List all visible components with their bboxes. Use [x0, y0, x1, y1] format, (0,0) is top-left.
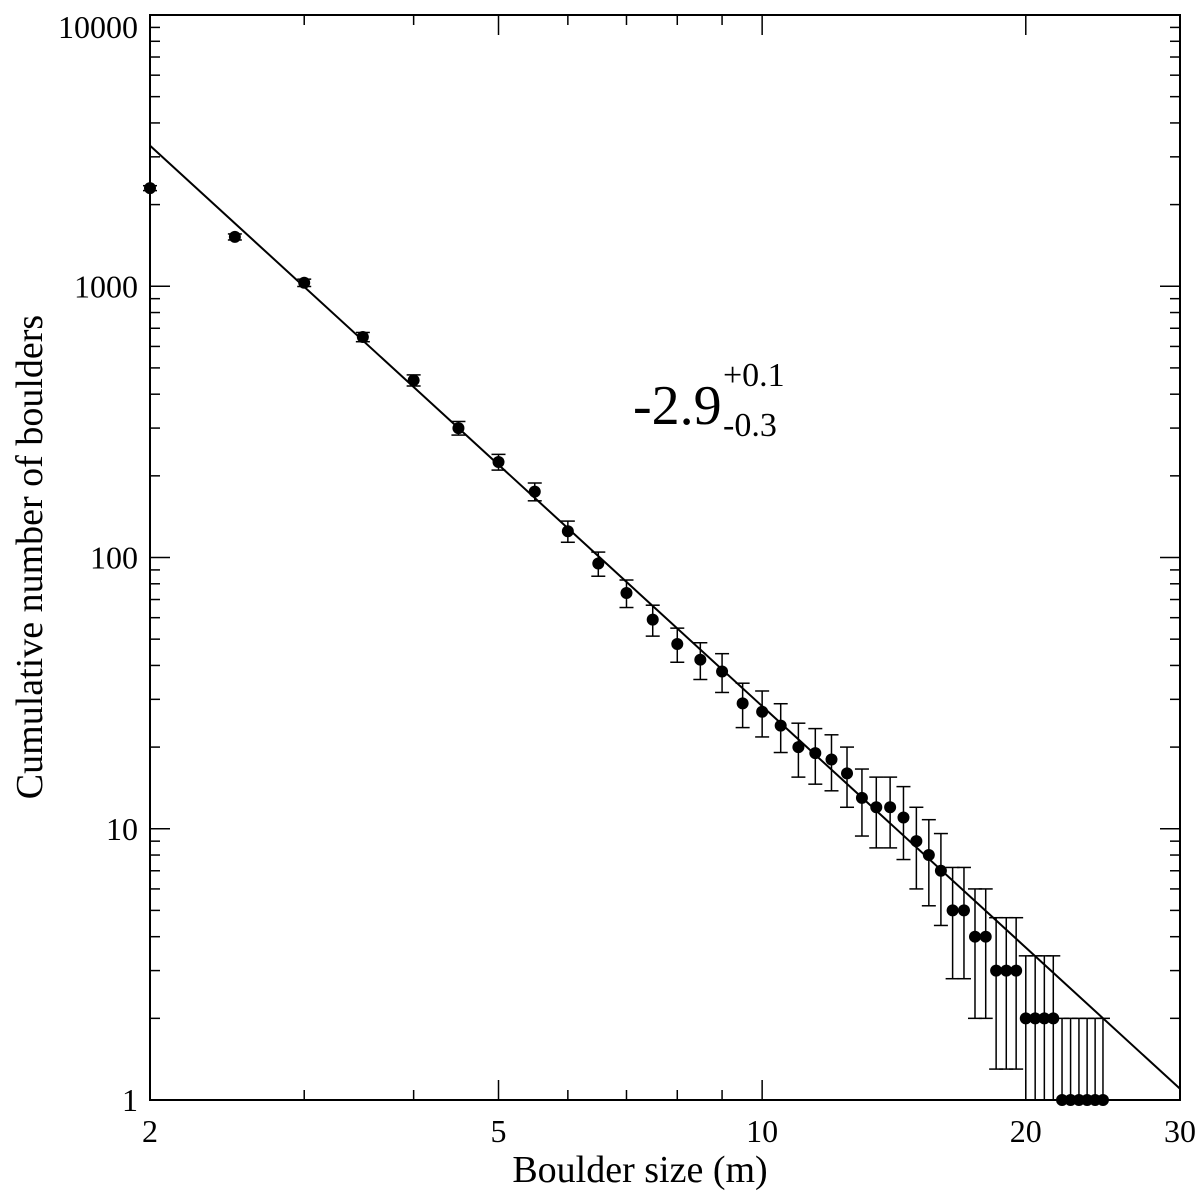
annotation-text: -2.9	[633, 375, 722, 437]
annotation-sup: +0.1	[723, 357, 785, 394]
x-tick-label: 30	[1164, 1113, 1196, 1149]
point	[228, 230, 241, 243]
x-tick-label: 10	[746, 1113, 778, 1149]
point	[1038, 1012, 1051, 1025]
point	[716, 665, 729, 678]
annotation-sub: -0.3	[723, 407, 777, 444]
point	[968, 930, 981, 943]
point	[1019, 1012, 1032, 1025]
point	[592, 557, 605, 570]
point	[356, 330, 369, 343]
point	[1000, 964, 1013, 977]
point	[528, 485, 541, 498]
point	[792, 741, 805, 754]
x-tick-label: 5	[491, 1113, 507, 1149]
point	[1064, 1094, 1077, 1106]
point	[870, 801, 883, 814]
y-tick-label: 10000	[58, 9, 138, 45]
point	[1029, 1012, 1042, 1025]
fit-line	[149, 144, 1181, 1090]
point	[884, 801, 897, 814]
point	[646, 613, 659, 626]
point	[620, 586, 633, 599]
y-tick-label: 10	[106, 811, 138, 847]
point	[671, 637, 684, 650]
point	[946, 904, 959, 917]
x-tick-label: 2	[142, 1113, 158, 1149]
x-axis-label: Boulder size (m)	[512, 1149, 767, 1191]
y-axis-label: Cumulative number of boulders	[9, 315, 51, 799]
point	[774, 719, 787, 732]
point	[1096, 1094, 1109, 1106]
point	[492, 455, 505, 468]
plot-frame	[149, 14, 1181, 1101]
point	[825, 753, 838, 766]
point	[1047, 1012, 1060, 1025]
point	[736, 697, 749, 710]
point	[897, 811, 910, 824]
y-tick-label: 100	[90, 540, 138, 576]
y-tick-label: 1	[122, 1082, 138, 1118]
point	[809, 747, 822, 760]
point	[1056, 1094, 1069, 1106]
point	[298, 276, 311, 289]
point	[1010, 964, 1023, 977]
point	[694, 653, 707, 666]
point	[957, 904, 970, 917]
point	[756, 705, 769, 718]
point	[144, 182, 156, 195]
x-tick-label: 20	[1010, 1113, 1042, 1149]
y-tick-label: 1000	[74, 268, 138, 304]
point	[561, 525, 574, 538]
point	[841, 767, 854, 780]
point	[979, 930, 992, 943]
point	[922, 849, 935, 862]
point	[990, 964, 1003, 977]
point	[910, 835, 923, 848]
